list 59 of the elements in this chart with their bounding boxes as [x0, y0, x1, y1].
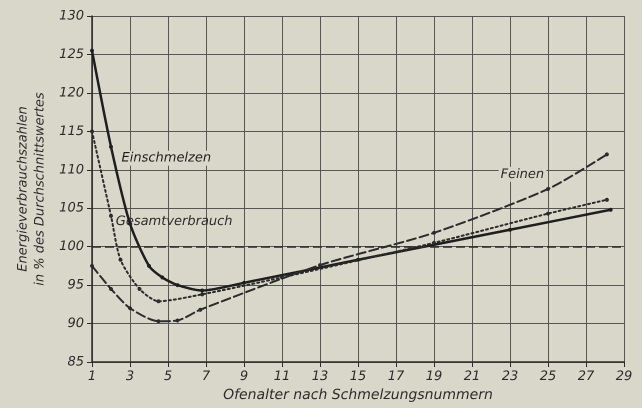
x-tick-label: 21	[464, 369, 480, 384]
x-tick-label: 27	[578, 369, 595, 384]
point	[604, 152, 609, 156]
point	[604, 198, 609, 202]
point	[156, 299, 160, 304]
y-tick-label: 100	[59, 239, 84, 254]
point	[128, 306, 132, 310]
point	[90, 129, 94, 134]
point	[198, 308, 202, 312]
point	[176, 283, 180, 288]
series-label: Einschmelzen	[122, 150, 212, 166]
x-axis-title: Ofenalter nach Schmelzungsnummern	[223, 386, 493, 403]
point	[156, 319, 160, 324]
series-label: Feinen	[500, 166, 544, 182]
x-tick-label: 29	[616, 369, 632, 384]
point	[109, 214, 113, 218]
y-tick-label: 85	[67, 354, 84, 370]
point	[608, 208, 613, 212]
x-tick-label: 11	[274, 369, 290, 384]
point	[432, 240, 436, 245]
x-tick-label: 1	[88, 369, 96, 384]
y-tick-label: 120	[59, 85, 84, 100]
point	[147, 264, 151, 268]
point	[432, 230, 436, 235]
point	[242, 280, 246, 285]
point	[160, 275, 164, 280]
x-tick-label: 13	[312, 369, 328, 384]
y-tick-label: 110	[59, 162, 84, 178]
point	[109, 286, 113, 291]
point	[138, 286, 142, 291]
point	[356, 258, 360, 262]
point	[90, 48, 94, 53]
y-tick-label: 105	[59, 200, 84, 216]
x-tick-label: 3	[126, 369, 134, 384]
x-tick-label: 17	[388, 369, 405, 384]
y-tick-label: 125	[59, 46, 84, 62]
point	[318, 263, 322, 268]
point	[118, 258, 122, 262]
x-tick-label: 5	[164, 369, 172, 384]
point	[508, 228, 512, 232]
x-tick-label: 25	[540, 369, 556, 384]
y-tick-label: 130	[59, 8, 84, 24]
x-tick-label: 19	[426, 369, 442, 384]
x-tick-label: 23	[502, 369, 518, 384]
point	[546, 187, 550, 191]
y-tick-label: 115	[59, 124, 84, 139]
x-tick-label: 7	[202, 369, 211, 384]
x-tick-label: 9	[240, 369, 248, 384]
y-tick-label: 90	[67, 316, 84, 332]
y-axis-title: Energieverbrauchszahlen in % des Durchschnittswertes	[15, 92, 48, 286]
point	[546, 212, 550, 216]
point	[90, 264, 94, 268]
point	[200, 288, 204, 292]
y-tick-label: 95	[67, 278, 84, 293]
point	[176, 318, 180, 322]
point	[280, 275, 284, 280]
x-tick-label: 15	[350, 369, 366, 384]
point	[200, 292, 204, 296]
point	[109, 144, 113, 149]
